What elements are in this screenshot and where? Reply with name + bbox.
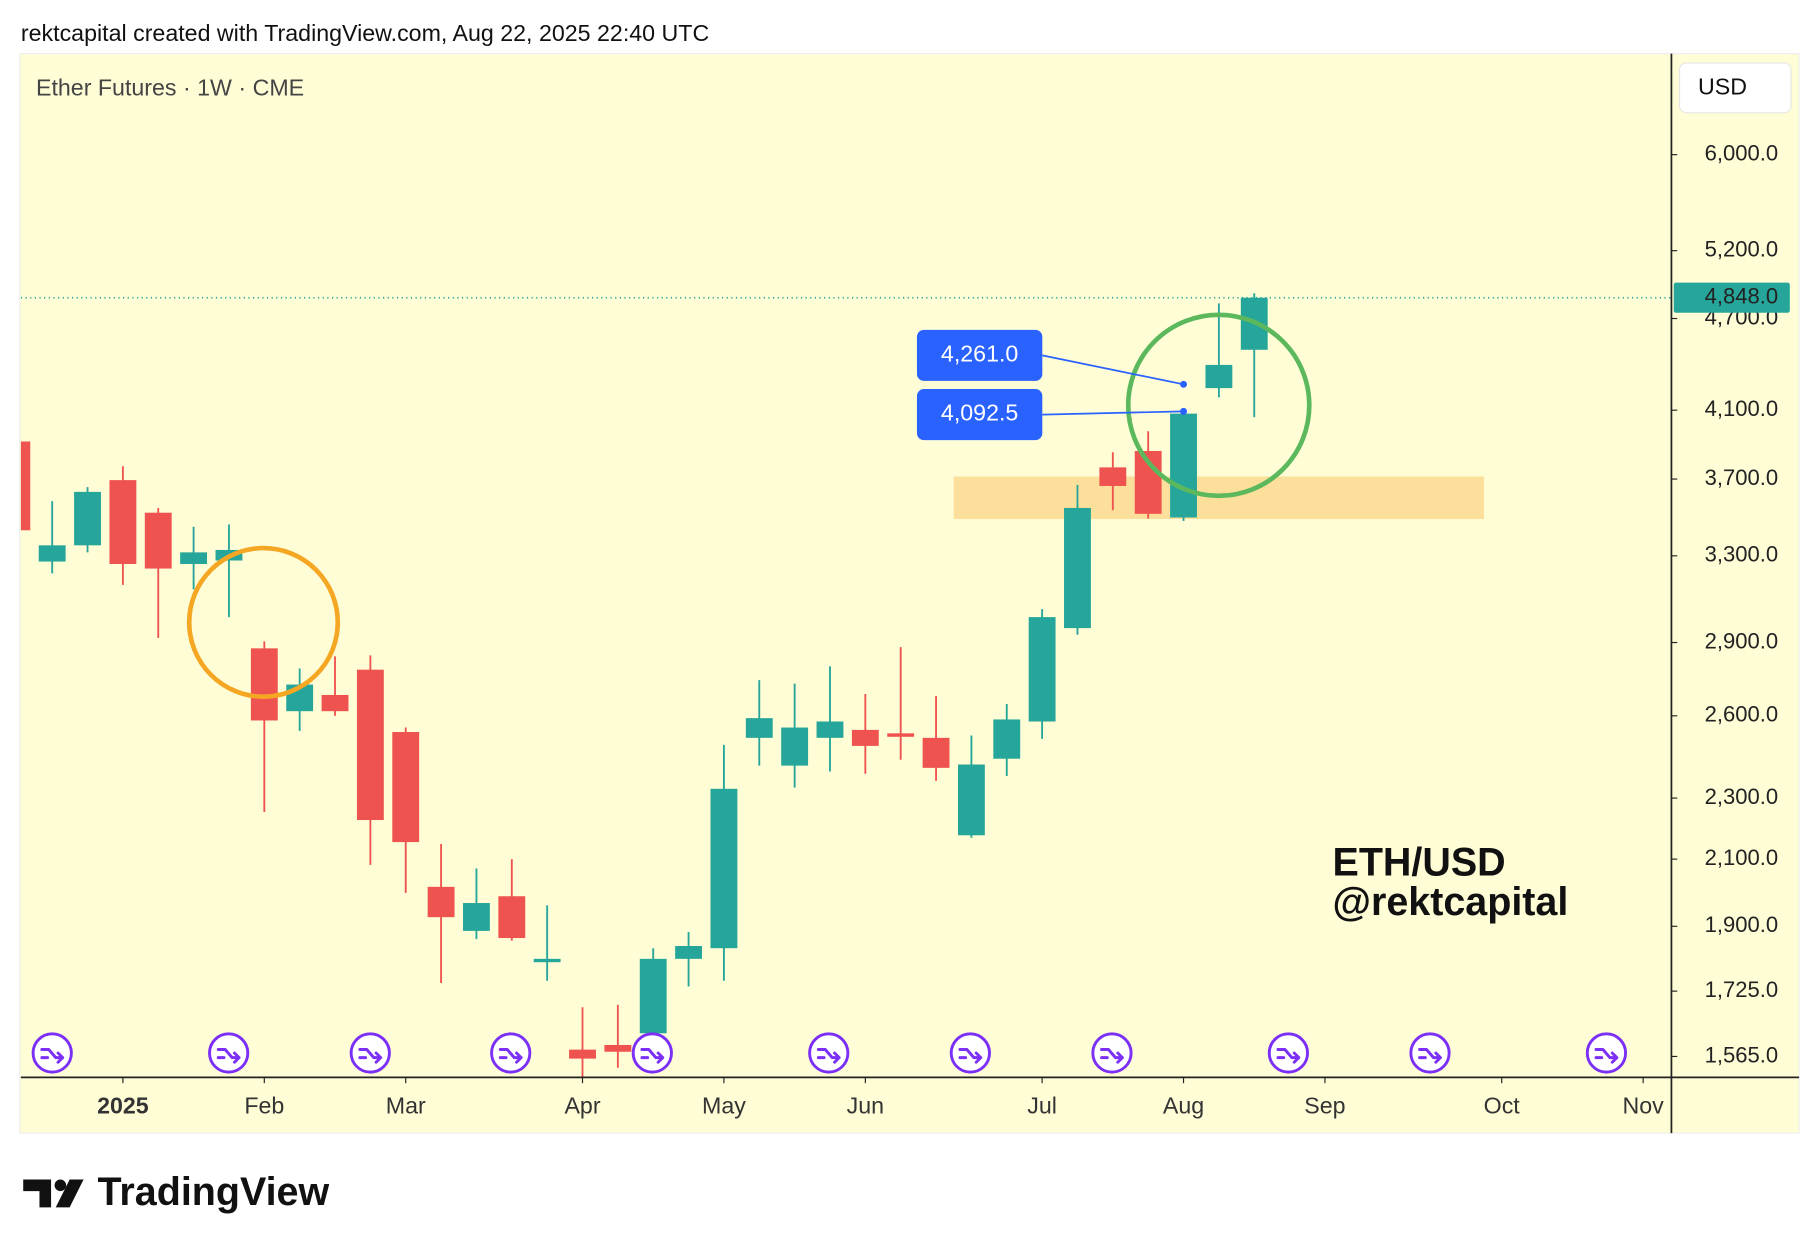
last-price-box	[1673, 282, 1790, 313]
event-icon	[349, 1032, 391, 1074]
event-icon	[949, 1032, 991, 1074]
y-tick-label: 1,565.0	[1705, 1042, 1779, 1067]
x-tick-label: Nov	[1623, 1093, 1665, 1119]
x-tick-label: Apr	[564, 1093, 600, 1119]
event-icon	[1267, 1032, 1309, 1074]
highlight-circle	[186, 545, 341, 699]
x-tick-label: Jul	[1027, 1093, 1057, 1119]
candle-body	[887, 733, 915, 737]
candle-body	[180, 552, 208, 565]
annotation-point	[1180, 380, 1188, 388]
candle-body	[1099, 467, 1127, 486]
candle-body	[144, 512, 172, 569]
event-icon	[31, 1032, 73, 1074]
y-tick-label: 3,700.0	[1705, 465, 1779, 490]
x-tick-label: Aug	[1163, 1093, 1204, 1119]
event-icon	[808, 1032, 850, 1074]
candle-body	[38, 545, 66, 562]
event-icon	[208, 1032, 250, 1074]
highlight-circle	[1125, 312, 1312, 499]
y-tick-label: 5,200.0	[1705, 237, 1779, 262]
y-tick-label: 4,100.0	[1705, 396, 1779, 421]
candle-body	[250, 648, 278, 721]
y-tick-label: 3,300.0	[1705, 542, 1779, 567]
candle-body	[1028, 617, 1056, 722]
y-tick-label: 2,600.0	[1705, 702, 1779, 727]
y-tick-label: 2,300.0	[1705, 784, 1779, 809]
candle-body	[20, 441, 31, 531]
y-tick-label: 1,725.0	[1705, 977, 1779, 1002]
currency-box	[1678, 62, 1792, 114]
chart-background	[19, 53, 1800, 1134]
currency-label: USD	[1698, 74, 1747, 100]
candle-body	[1170, 413, 1197, 518]
candle-body	[356, 669, 384, 821]
event-icon	[1409, 1032, 1451, 1074]
candle-body	[463, 903, 490, 931]
candle-body	[392, 732, 420, 843]
annotation-label: 4,092.5	[941, 400, 1018, 426]
candle-body	[639, 958, 667, 1034]
event-icon	[490, 1032, 532, 1074]
candle-body	[109, 480, 137, 565]
brand-logo	[23, 1179, 84, 1208]
candle-body	[569, 1049, 596, 1059]
candle-body	[74, 491, 101, 546]
header-text: rektcapital created with TradingView.com…	[21, 20, 709, 46]
candle-body	[604, 1044, 632, 1052]
y-tick-label: 6,000.0	[1705, 140, 1779, 165]
x-tick-label: Mar	[386, 1093, 426, 1119]
candle-body	[957, 764, 985, 836]
candle-body	[710, 788, 738, 949]
x-tick-label: Feb	[244, 1093, 284, 1119]
x-tick-label: 2025	[97, 1093, 149, 1119]
last-price-label: 4,848.0	[1705, 284, 1779, 309]
annotation-box	[916, 389, 1043, 441]
candle-body	[851, 729, 879, 746]
candle-body	[1205, 364, 1233, 389]
candle-body	[675, 946, 703, 959]
chart-title: Ether Futures · 1W · CME	[36, 75, 304, 101]
candle-body	[745, 718, 773, 738]
event-icon	[631, 1032, 673, 1074]
candle-body	[321, 694, 349, 712]
x-tick-label: May	[702, 1093, 746, 1119]
candle-body	[781, 727, 809, 766]
annotation-point	[1180, 407, 1188, 415]
event-icon	[1585, 1032, 1628, 1074]
candle-body	[498, 896, 526, 939]
x-tick-label: Sep	[1304, 1093, 1345, 1119]
brand-name: TradingView	[98, 1170, 330, 1214]
annotation-leader	[1042, 410, 1184, 416]
plot-area	[20, 293, 1672, 1078]
candle-body	[816, 721, 844, 738]
annotation-box	[916, 329, 1043, 381]
y-tick-label: 1,900.0	[1705, 912, 1779, 937]
y-tick-label: 2,900.0	[1705, 628, 1779, 653]
candle-body	[922, 737, 950, 768]
watermark-line: ETH/USD	[1333, 840, 1506, 884]
y-tick-label: 2,100.0	[1705, 845, 1779, 870]
watermark-line: @rektcapital	[1333, 880, 1569, 924]
candle-body	[533, 958, 561, 963]
x-tick-label: Jun	[847, 1093, 884, 1119]
candle-body	[1064, 507, 1091, 629]
annotation-label: 4,261.0	[941, 341, 1018, 367]
annotation-leader	[1042, 354, 1184, 386]
candle-body	[427, 886, 455, 918]
event-icon	[1091, 1032, 1133, 1074]
candle-body	[993, 719, 1021, 759]
x-tick-label: Oct	[1484, 1093, 1521, 1119]
